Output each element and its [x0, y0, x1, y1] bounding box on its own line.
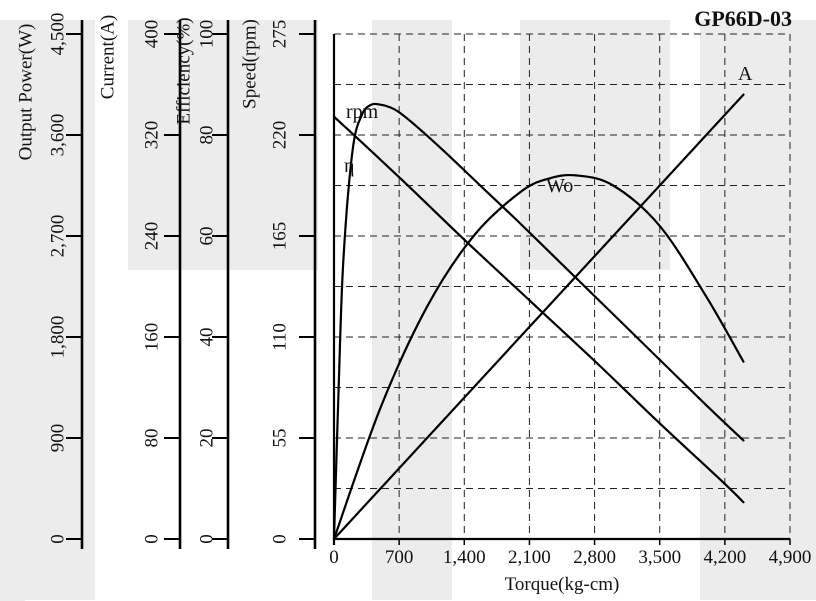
x-axis-title: Torque(kg-cm) — [505, 574, 620, 595]
y-axis-title: Current(A) — [98, 15, 119, 99]
x-tick-label: 3,500 — [638, 547, 681, 568]
y-tick-label: 80 — [197, 126, 218, 145]
y-tick-label: 2,700 — [48, 215, 69, 258]
x-tick-label: 700 — [385, 547, 414, 568]
y-tick-label: 0 — [197, 534, 218, 544]
x-tick-label: 0 — [329, 547, 339, 568]
x-tick-label: 4,200 — [703, 547, 746, 568]
y-axis-title: Speed(rpm) — [240, 19, 261, 109]
y-tick-label: 320 — [142, 121, 163, 150]
y-tick-label: 4,500 — [48, 13, 69, 56]
y-tick-label: 60 — [197, 227, 218, 246]
y-tick-label: 55 — [270, 429, 291, 448]
watermark — [0, 20, 816, 601]
series-line-rpm — [332, 115, 745, 504]
y-tick-label: 275 — [270, 20, 291, 49]
x-tick-label: 1,400 — [443, 547, 486, 568]
curve-label-a: A — [738, 63, 753, 85]
y-tick-label: 100 — [197, 20, 218, 49]
x-axis: 0 700 1,400 2,100 2,800 3,500 4,200 4,900 — [329, 539, 811, 568]
y-axis-current: 0 80 160 240 320 400 Current(A) — [98, 15, 182, 549]
y-axis-power: 0 900 1,800 2,700 3,600 4,500 Output Power(W) — [16, 13, 84, 549]
y-tick-label: 0 — [142, 534, 163, 544]
y-tick-label: 1,800 — [48, 316, 69, 359]
x-tick-label: 2,100 — [508, 547, 551, 568]
curve-labels: rpm η Wo A — [344, 63, 753, 197]
curve-label-efficiency: η — [344, 155, 354, 177]
y-tick-label: 0 — [48, 534, 69, 544]
y-tick-label: 165 — [270, 222, 291, 251]
y-tick-label: 240 — [142, 222, 163, 251]
curve-label-wo: Wo — [546, 175, 573, 197]
y-tick-label: 160 — [142, 323, 163, 352]
curve-label-rpm: rpm — [346, 101, 379, 123]
y-tick-label: 3,600 — [48, 114, 69, 157]
y-axis-title: Efficiency(%) — [174, 17, 195, 124]
curves — [332, 93, 745, 541]
y-tick-label: 900 — [48, 424, 69, 453]
y-axis-speed: 0 55 110 165 220 275 Speed(rpm) — [240, 19, 317, 549]
y-tick-label: 110 — [270, 323, 291, 351]
grid — [334, 33, 791, 539]
series-line-efficiency — [332, 102, 745, 541]
chart-title: GP66D-03 — [694, 6, 792, 31]
y-tick-label: 80 — [142, 429, 163, 448]
y-tick-label: 220 — [270, 121, 291, 150]
series-line-a — [332, 93, 745, 541]
plot-area — [332, 34, 790, 545]
y-tick-label: 400 — [142, 20, 163, 49]
y-tick-label: 40 — [197, 328, 218, 347]
series-line-wo — [332, 173, 745, 541]
y-tick-label: 20 — [197, 429, 218, 448]
x-tick-label: 2,800 — [573, 547, 616, 568]
y-tick-label: 0 — [270, 534, 291, 544]
y-axis-title: Output Power(W) — [16, 24, 37, 161]
x-tick-label: 4,900 — [769, 547, 812, 568]
